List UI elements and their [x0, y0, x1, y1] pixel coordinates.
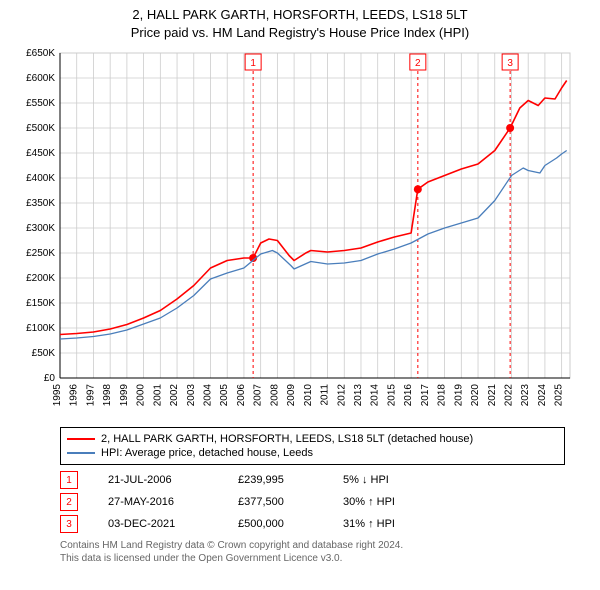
- svg-text:1999: 1999: [119, 384, 130, 407]
- svg-text:£350K: £350K: [26, 198, 55, 209]
- svg-text:2022: 2022: [503, 384, 514, 407]
- title-line-2: Price paid vs. HM Land Registry's House …: [4, 24, 596, 42]
- sale-date: 03-DEC-2021: [108, 518, 238, 530]
- legend-row: HPI: Average price, detached house, Leed…: [67, 446, 558, 460]
- svg-text:£650K: £650K: [26, 48, 55, 59]
- svg-text:£50K: £50K: [32, 348, 56, 359]
- svg-text:2010: 2010: [303, 384, 314, 407]
- svg-text:1: 1: [250, 58, 256, 69]
- svg-text:2023: 2023: [520, 384, 531, 407]
- svg-text:£0: £0: [44, 373, 56, 384]
- svg-text:2004: 2004: [202, 384, 213, 407]
- svg-text:2011: 2011: [320, 384, 331, 406]
- svg-text:2013: 2013: [353, 384, 364, 407]
- sale-date: 21-JUL-2006: [108, 474, 238, 486]
- svg-text:3: 3: [507, 58, 513, 69]
- sales-table: 1 21-JUL-2006 £239,995 5% ↓ HPI 2 27-MAY…: [60, 469, 565, 535]
- svg-text:£450K: £450K: [26, 148, 55, 159]
- sale-diff: 30% ↑ HPI: [343, 496, 463, 508]
- sale-date: 27-MAY-2016: [108, 496, 238, 508]
- chart-area: £0 £50K £100K £150K £200K £250K £300K £350K £400…: [0, 43, 600, 423]
- svg-text:2020: 2020: [470, 384, 481, 407]
- sales-row: 2 27-MAY-2016 £377,500 30% ↑ HPI: [60, 491, 565, 513]
- title-block: 2, HALL PARK GARTH, HORSFORTH, LEEDS, LS…: [0, 0, 600, 43]
- svg-text:2007: 2007: [253, 384, 264, 407]
- sale-price: £377,500: [238, 496, 343, 508]
- legend-label-property: 2, HALL PARK GARTH, HORSFORTH, LEEDS, LS…: [101, 433, 473, 445]
- svg-text:£300K: £300K: [26, 223, 55, 234]
- svg-text:£500K: £500K: [26, 123, 55, 134]
- svg-text:£100K: £100K: [26, 323, 55, 334]
- svg-text:2016: 2016: [403, 384, 414, 407]
- sale-marker-box: 1: [60, 471, 78, 489]
- legend-box: 2, HALL PARK GARTH, HORSFORTH, LEEDS, LS…: [60, 427, 565, 465]
- legend-row: 2, HALL PARK GARTH, HORSFORTH, LEEDS, LS…: [67, 432, 558, 446]
- svg-text:2014: 2014: [370, 384, 381, 407]
- svg-text:2: 2: [415, 58, 421, 69]
- sale-marker-box: 3: [60, 515, 78, 533]
- sale-diff: 5% ↓ HPI: [343, 474, 463, 486]
- svg-text:2006: 2006: [236, 384, 247, 407]
- svg-text:£600K: £600K: [26, 73, 55, 84]
- svg-text:£200K: £200K: [26, 273, 55, 284]
- sale-diff: 31% ↑ HPI: [343, 518, 463, 530]
- svg-text:1996: 1996: [69, 384, 80, 407]
- legend-label-hpi: HPI: Average price, detached house, Leed…: [101, 447, 313, 459]
- svg-text:1995: 1995: [52, 384, 63, 407]
- svg-text:2015: 2015: [386, 384, 397, 407]
- svg-text:2009: 2009: [286, 384, 297, 407]
- svg-text:£150K: £150K: [26, 298, 55, 309]
- footer-attribution: Contains HM Land Registry data © Crown c…: [60, 539, 565, 565]
- svg-text:2002: 2002: [169, 384, 180, 407]
- svg-text:£550K: £550K: [26, 98, 55, 109]
- svg-text:2019: 2019: [453, 384, 464, 407]
- line-chart-svg: £0 £50K £100K £150K £200K £250K £300K £350K £400…: [0, 43, 600, 423]
- sale-price: £239,995: [238, 474, 343, 486]
- sales-row: 1 21-JUL-2006 £239,995 5% ↓ HPI: [60, 469, 565, 491]
- chart-container: 2, HALL PARK GARTH, HORSFORTH, LEEDS, LS…: [0, 0, 600, 565]
- svg-text:£400K: £400K: [26, 173, 55, 184]
- sale-marker-box: 2: [60, 493, 78, 511]
- svg-text:1998: 1998: [102, 384, 113, 407]
- legend-swatch-property: [67, 438, 95, 440]
- svg-text:2003: 2003: [186, 384, 197, 407]
- svg-text:2018: 2018: [437, 384, 448, 407]
- svg-text:2000: 2000: [136, 384, 147, 407]
- svg-text:£250K: £250K: [26, 248, 55, 259]
- footer-line-2: This data is licensed under the Open Gov…: [60, 552, 565, 565]
- svg-text:2017: 2017: [420, 384, 431, 407]
- svg-text:2025: 2025: [554, 384, 565, 407]
- svg-text:2005: 2005: [219, 384, 230, 407]
- svg-text:2012: 2012: [336, 384, 347, 407]
- legend-swatch-hpi: [67, 452, 95, 454]
- svg-text:2024: 2024: [537, 384, 548, 407]
- svg-text:2008: 2008: [269, 384, 280, 407]
- svg-text:2001: 2001: [152, 384, 163, 407]
- svg-text:2021: 2021: [487, 384, 498, 407]
- sale-price: £500,000: [238, 518, 343, 530]
- footer-line-1: Contains HM Land Registry data © Crown c…: [60, 539, 565, 552]
- title-line-1: 2, HALL PARK GARTH, HORSFORTH, LEEDS, LS…: [4, 6, 596, 24]
- svg-text:1997: 1997: [85, 384, 96, 407]
- sales-row: 3 03-DEC-2021 £500,000 31% ↑ HPI: [60, 513, 565, 535]
